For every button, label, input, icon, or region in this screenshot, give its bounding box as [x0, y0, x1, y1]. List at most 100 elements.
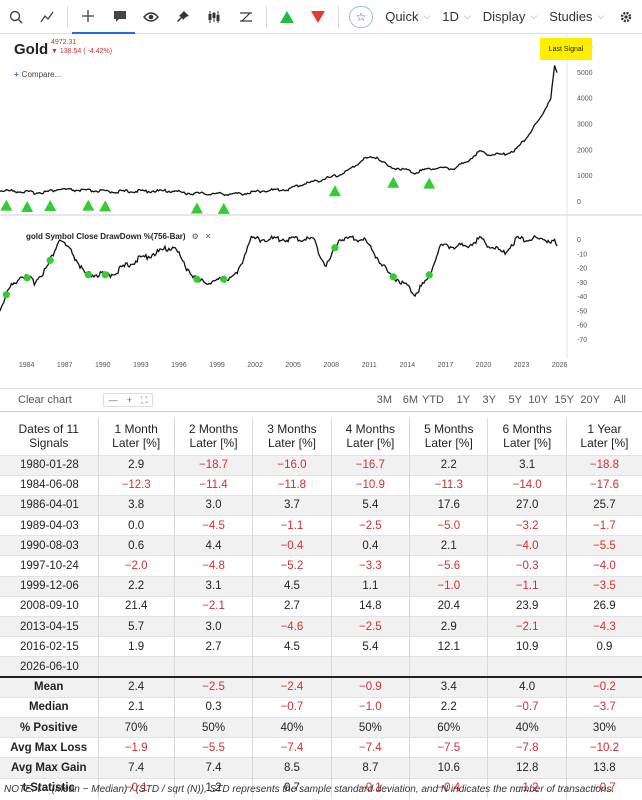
quick-label: Quick [385, 9, 419, 24]
study-name: gold Symbol Close DrawDown %(756-Bar) [26, 232, 186, 241]
cell-value: −2.4 [252, 676, 332, 698]
candlestick-icon[interactable] [199, 0, 231, 34]
time-axis-tick: 2008 [323, 362, 339, 369]
signal-date: 2008-09-10 [0, 595, 99, 617]
price-change: 138.54 ( -4.42%) [59, 48, 113, 55]
drawdown-axis-tick: -30 [577, 280, 587, 287]
cell-value: 2.1 [98, 696, 175, 718]
last-price: 4972.31 [51, 39, 77, 46]
range-selector: 3M 6M YTD 1Y 3Y 5Y 10Y 15Y 20Y All [366, 394, 626, 406]
cell-value: 5.4 [331, 494, 411, 516]
stat-label: t-Statistic [0, 777, 99, 799]
toolbar-divider [337, 5, 339, 28]
range-5y[interactable]: 5Y [508, 394, 522, 406]
settings-gear-icon[interactable] [610, 0, 642, 34]
time-axis-tick: 2017 [438, 362, 454, 369]
cell-value: −11.8 [252, 474, 332, 496]
stat-label: % Positive [0, 716, 99, 738]
table-row: 1984-06-08 −12.3 −11.4 −11.8 −10.9 −11.3 −14.0… [0, 474, 642, 496]
cell-value: 50% [331, 716, 411, 738]
cell-value: 4.5 [252, 636, 332, 657]
table-row: 1986-04-01 3.8 3.0 3.7 5.4 17.6 27.0 25.7 [0, 494, 642, 516]
cell-value: 2.9 [409, 615, 489, 637]
signal-date: 2026-06-10 [0, 656, 99, 678]
range-all[interactable]: All [613, 394, 626, 406]
table-row: 1990-08-03 0.6 4.4 −0.4 0.4 2.1 −4.0 −5.5 [0, 535, 642, 556]
price-line [0, 65, 558, 197]
table-row: 2026-06-10 [0, 656, 642, 678]
cell-value: 13.8 [566, 757, 642, 778]
summary-row: Mean 2.4 −2.5 −2.4 −0.9 3.4 4.0 −0.2 [0, 676, 642, 698]
range-20y[interactable]: 20Y [580, 394, 600, 406]
table-row: 1997-10-24 −2.0 −4.8 −5.2 −3.3 −5.6 −0.3 −4.0 [0, 555, 642, 577]
interval-menu[interactable]: 1D ⌵ [436, 0, 476, 34]
compare-button[interactable]: + Compare... [14, 70, 61, 79]
compare-label: Compare... [21, 70, 62, 79]
cell-value [252, 656, 332, 678]
crosshair-icon[interactable] [72, 0, 104, 34]
cell-value: −3.5 [566, 575, 642, 597]
cell-value: −2.0 [98, 555, 175, 577]
study-settings-icon[interactable]: ⚙ [191, 232, 199, 241]
price-axis-tick: 1000 [577, 173, 593, 180]
range-6m[interactable]: 6M [402, 394, 418, 406]
clear-chart-button[interactable]: Clear chart [18, 394, 72, 406]
cell-value: 2.2 [409, 454, 489, 476]
range-3y[interactable]: 3Y [482, 394, 496, 406]
sell-signal-icon[interactable] [302, 0, 334, 34]
buy-signal-icon[interactable] [271, 0, 303, 34]
quick-menu[interactable]: Quick ⌵ [379, 0, 436, 34]
cell-value: −1.1 [487, 575, 567, 597]
cell-value: −10.9 [331, 474, 411, 496]
cell-value [487, 656, 567, 678]
chart-area[interactable]: 6000500040003000200010000 0-10-20-30-40-… [0, 34, 642, 389]
zoom-in-icon[interactable]: + [126, 395, 132, 405]
chevron-down-icon: ⌵ [530, 11, 538, 21]
fit-icon[interactable]: ⛶ [141, 394, 148, 405]
symbol-price: 4972.31 ▼ 138.54 ( -4.42%) [51, 38, 112, 56]
zoom-out-icon[interactable]: — [108, 395, 118, 405]
table-row: 2016-02-15 1.9 2.7 4.5 5.4 12.1 10.9 0.9 [0, 636, 642, 657]
studies-menu[interactable]: Studies ⌵ [543, 0, 610, 34]
cell-value: −10.2 [566, 737, 642, 758]
favorite-star-icon[interactable]: ☆ [348, 5, 374, 28]
search-icon[interactable] [0, 0, 32, 34]
cell-value: −4.8 [174, 555, 254, 577]
display-menu[interactable]: Display ⌵ [477, 0, 543, 34]
range-1y[interactable]: 1Y [456, 394, 470, 406]
cell-value: −4.0 [487, 535, 567, 556]
stat-label: Avg Max Loss [0, 737, 99, 758]
close-icon[interactable]: ✕ [204, 232, 212, 241]
cell-value [409, 656, 489, 678]
buy-signal-marker [387, 176, 400, 188]
toolbar-divider [265, 5, 267, 28]
cell-value: −18.7 [174, 454, 254, 476]
drawdown-signal-dot [193, 275, 201, 283]
cell-value: 17.6 [409, 494, 489, 516]
cell-value: −0.4 [409, 777, 489, 799]
header-horizon: 1 Month Later [%] [98, 418, 175, 455]
comment-icon[interactable] [103, 0, 136, 34]
range-10y[interactable]: 10Y [528, 394, 548, 406]
drawdown-study-title: gold Symbol Close DrawDown %(756-Bar) ⚙ ✕ [26, 232, 211, 241]
pattern-icon[interactable] [230, 0, 262, 34]
buy-signal-marker [82, 199, 95, 211]
pin-icon[interactable] [167, 0, 199, 34]
eye-icon[interactable] [135, 0, 167, 34]
cell-value: 3.1 [487, 454, 567, 476]
header-horizon: 5 Months Later [%] [409, 418, 489, 455]
cell-value: 5.4 [331, 636, 411, 657]
cell-value: 26.9 [566, 595, 642, 617]
range-ytd[interactable]: YTD [422, 394, 444, 406]
cell-value: −5.5 [566, 535, 642, 556]
signal-date: 1989-04-03 [0, 515, 99, 536]
chart-toolbar: ☆ Quick ⌵ 1D ⌵ Display ⌵ Studies ⌵ [0, 0, 642, 34]
cell-value: 1.9 [98, 636, 175, 657]
cell-value: 4.4 [174, 535, 254, 556]
time-axis-tick: 2023 [514, 362, 530, 369]
cell-value: 2.4 [98, 676, 175, 698]
range-15y[interactable]: 15Y [554, 394, 574, 406]
draw-line-icon[interactable] [32, 0, 64, 34]
cell-value: −4.5 [174, 515, 254, 536]
range-3m[interactable]: 3M [376, 394, 392, 406]
